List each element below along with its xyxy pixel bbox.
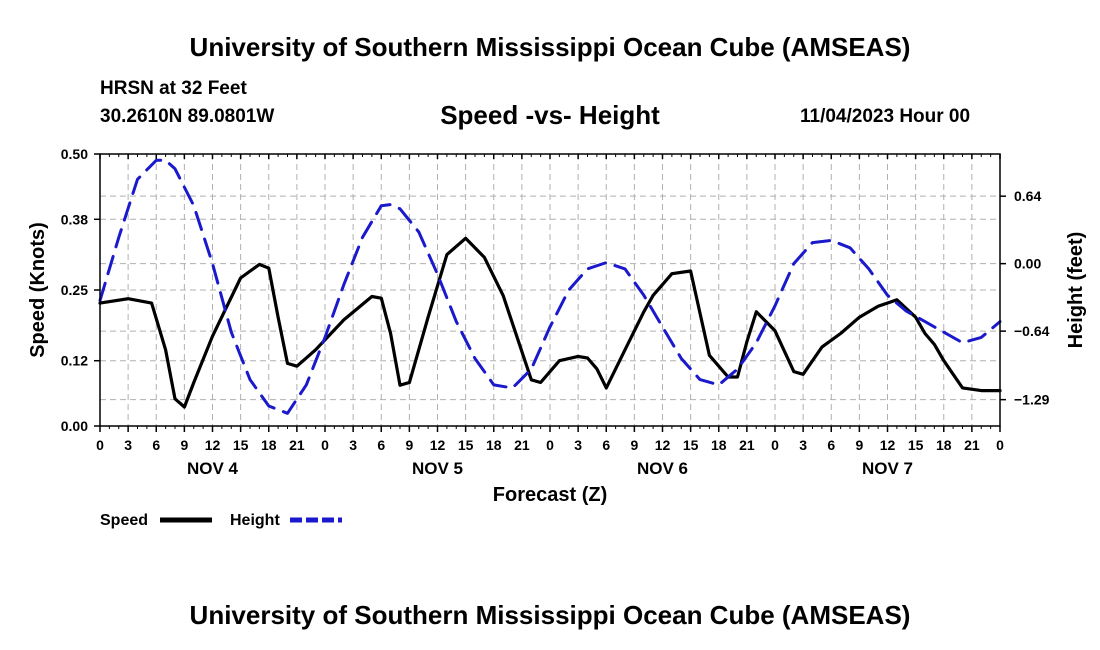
- x-tick-label: 0: [771, 437, 779, 453]
- x-tick-label: 9: [180, 437, 188, 453]
- x-axis-title: Forecast (Z): [493, 484, 607, 506]
- x-tick-label: 0: [546, 437, 554, 453]
- page-title: University of Southern Mississippi Ocean…: [189, 32, 911, 62]
- x-tick-label: 15: [233, 437, 249, 453]
- x-tick-label: 6: [827, 437, 835, 453]
- x-tick-label: 18: [711, 437, 727, 453]
- station-coordinates: 30.2610N 89.0801W: [100, 106, 275, 127]
- x-tick-label: 15: [683, 437, 699, 453]
- x-tick-label: 0: [321, 437, 329, 453]
- y-right-tick-label: −0.64: [1014, 323, 1050, 339]
- day-label: NOV 6: [637, 459, 688, 478]
- x-tick-label: 6: [377, 437, 385, 453]
- x-tick-label: 9: [630, 437, 638, 453]
- day-label: NOV 4: [187, 459, 239, 478]
- day-label: NOV 7: [862, 459, 913, 478]
- height-series-line: [98, 158, 1002, 415]
- x-tick-label: 0: [96, 437, 104, 453]
- forecast-date: 11/04/2023 Hour 00: [800, 106, 971, 127]
- x-tick-label: 0: [996, 437, 1004, 453]
- x-tick-label: 15: [908, 437, 924, 453]
- y-right-tick-label: 0.00: [1014, 256, 1041, 272]
- y-right-axis-title: Height (feet): [1065, 232, 1087, 349]
- x-tick-label: 3: [799, 437, 807, 453]
- x-tick-label: 6: [152, 437, 160, 453]
- station-name: HRSN at 32 Feet: [100, 78, 247, 99]
- x-tick-label: 21: [289, 437, 305, 453]
- y-right-tick-label: −1.29: [1014, 392, 1050, 408]
- y-right-tick-label: 0.64: [1014, 188, 1041, 204]
- y-tick-label: 0.38: [61, 211, 88, 227]
- day-label: NOV 5: [412, 459, 463, 478]
- x-tick-label: 18: [936, 437, 952, 453]
- legend-speed-label: Speed: [100, 512, 148, 529]
- x-tick-label: 21: [739, 437, 755, 453]
- x-tick-label: 15: [458, 437, 474, 453]
- y-tick-label: 0.50: [61, 146, 88, 162]
- y-axis-title: Speed (Knots): [27, 222, 49, 358]
- y-tick-label: 0.00: [61, 418, 88, 434]
- x-tick-label: 12: [205, 437, 221, 453]
- x-tick-label: 6: [602, 437, 610, 453]
- x-tick-label: 21: [514, 437, 530, 453]
- chart-title: Speed -vs- Height: [440, 100, 660, 130]
- y-tick-label: 0.25: [61, 282, 88, 298]
- x-tick-label: 12: [430, 437, 446, 453]
- legend-height-label: Height: [230, 512, 280, 529]
- y-tick-label: 0.12: [61, 353, 88, 369]
- speed-series-line: [98, 236, 1002, 409]
- x-tick-label: 18: [486, 437, 502, 453]
- x-tick-label: 3: [574, 437, 582, 453]
- x-tick-label: 3: [124, 437, 132, 453]
- x-tick-label: 12: [880, 437, 896, 453]
- x-tick-label: 18: [261, 437, 277, 453]
- footer-title: University of Southern Mississippi Ocean…: [189, 600, 911, 630]
- x-tick-label: 3: [349, 437, 357, 453]
- x-tick-label: 12: [655, 437, 671, 453]
- x-tick-label: 9: [405, 437, 413, 453]
- x-tick-label: 21: [964, 437, 980, 453]
- x-tick-label: 9: [855, 437, 863, 453]
